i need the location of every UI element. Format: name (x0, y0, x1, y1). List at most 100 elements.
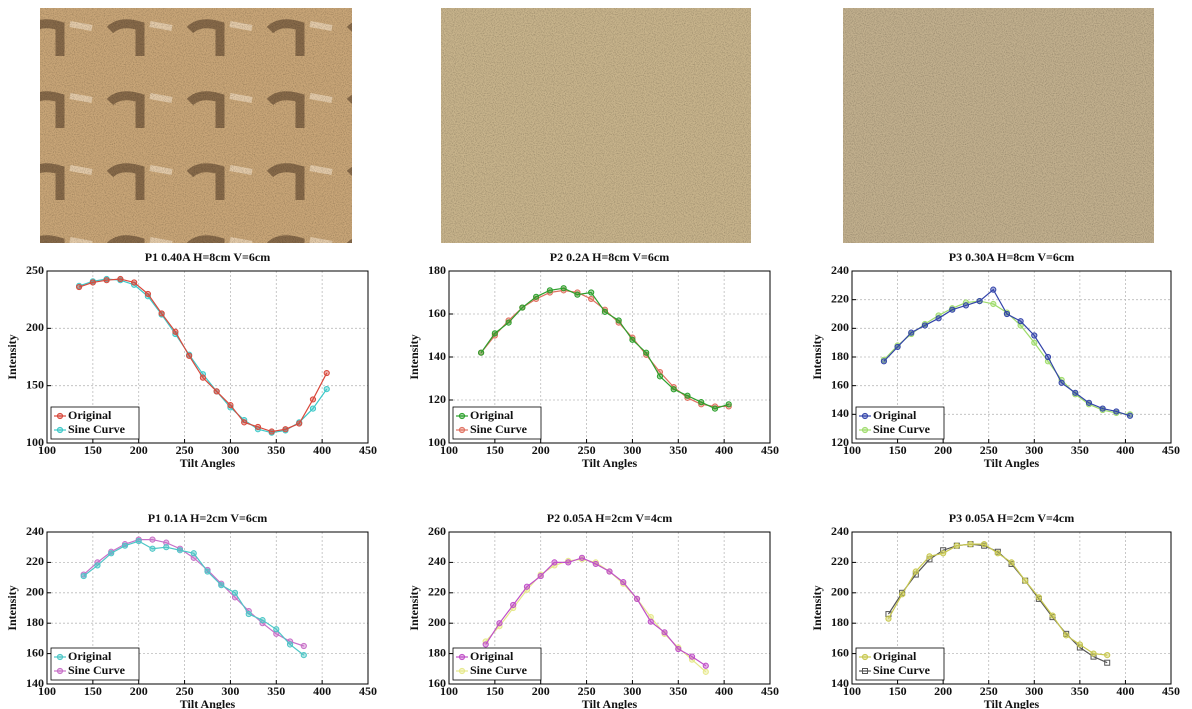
photo-p3 (843, 8, 1154, 243)
data-point (927, 554, 932, 559)
data-point (150, 546, 155, 551)
y-tick-label: 240 (26, 524, 44, 538)
y-tick-label: 100 (428, 435, 446, 449)
data-point (648, 619, 653, 624)
x-tick-label: 150 (889, 684, 907, 698)
data-point (232, 590, 237, 595)
data-point (699, 400, 704, 405)
data-point (1077, 642, 1082, 647)
data-point (676, 646, 681, 651)
x-tick-label: 150 (486, 684, 504, 698)
data-point (81, 573, 86, 578)
y-tick-label: 180 (428, 645, 446, 659)
y-axis-label: Intensity (5, 585, 19, 630)
x-tick-label: 200 (130, 443, 148, 457)
x-tick-label: 250 (176, 443, 194, 457)
data-point (150, 537, 155, 542)
data-point (963, 303, 968, 308)
chart: P2 0.05A H=2cm V=4cm10015020025030035040… (407, 511, 779, 709)
data-point (995, 551, 1000, 556)
legend-label: Original (470, 408, 514, 422)
data-point (1073, 390, 1078, 395)
data-point (283, 427, 288, 432)
data-point (886, 616, 891, 621)
y-tick-label: 260 (428, 524, 446, 538)
legend-label: Sine Curve (873, 422, 931, 436)
x-tick-label: 250 (980, 684, 998, 698)
y-tick-label: 200 (428, 615, 446, 629)
y-tick-label: 160 (831, 377, 849, 391)
legend-marker (862, 427, 867, 432)
chart-title: P3 0.30A H=8cm V=6cm (949, 250, 1074, 264)
photo-p1 (40, 8, 352, 243)
y-tick-label: 200 (831, 585, 849, 599)
data-point (671, 387, 676, 392)
x-tick-label: 450 (359, 443, 377, 457)
y-axis-label: Intensity (5, 334, 19, 379)
data-point (492, 331, 497, 336)
data-point (324, 387, 329, 392)
data-point (662, 630, 667, 635)
data-point (164, 545, 169, 550)
chart: P3 0.30A H=8cm V=6cm10015020025030035040… (810, 250, 1180, 470)
legend-marker (862, 413, 867, 418)
data-point (511, 602, 516, 607)
data-point (552, 560, 557, 565)
data-point (260, 618, 265, 623)
x-tick-label: 200 (130, 684, 148, 698)
chart: P3 0.05A H=2cm V=4cm10015020025030035040… (810, 511, 1180, 709)
data-point (1018, 319, 1023, 324)
data-point (483, 642, 488, 647)
data-point (922, 323, 927, 328)
y-axis-label: Intensity (810, 334, 824, 379)
x-tick-label: 400 (715, 684, 733, 698)
data-point (109, 551, 114, 556)
x-tick-label: 450 (359, 684, 377, 698)
x-tick-label: 350 (267, 684, 285, 698)
x-axis-label: Tilt Angles (180, 456, 236, 470)
data-point (118, 276, 123, 281)
x-tick-label: 400 (715, 443, 733, 457)
x-tick-label: 250 (578, 684, 596, 698)
data-point (1032, 340, 1037, 345)
photo-p2 (441, 8, 751, 243)
x-tick-label: 300 (221, 684, 239, 698)
y-tick-label: 160 (26, 645, 44, 659)
y-tick-label: 100 (26, 435, 44, 449)
legend-label: Sine Curve (470, 663, 528, 677)
y-tick-label: 240 (831, 524, 849, 538)
data-point (1086, 400, 1091, 405)
page: P1 0.40A H=8cm V=6cm10015020025030035040… (0, 0, 1192, 709)
x-axis-label: Tilt Angles (984, 697, 1040, 709)
y-tick-label: 160 (428, 306, 446, 320)
y-tick-label: 220 (831, 291, 849, 305)
x-tick-label: 450 (761, 443, 779, 457)
data-point (566, 560, 571, 565)
data-point (255, 424, 260, 429)
data-point (593, 561, 598, 566)
legend-marker (57, 654, 62, 659)
data-point (301, 653, 306, 658)
data-point (479, 350, 484, 355)
y-tick-label: 200 (831, 320, 849, 334)
y-tick-label: 220 (831, 554, 849, 568)
y-tick-label: 180 (26, 615, 44, 629)
x-axis-label: Tilt Angles (984, 456, 1040, 470)
y-tick-label: 160 (831, 645, 849, 659)
x-tick-label: 250 (578, 443, 596, 457)
data-point (977, 299, 982, 304)
legend-marker (459, 654, 464, 659)
y-tick-label: 160 (428, 676, 446, 690)
data-point (1091, 651, 1096, 656)
data-point (703, 669, 708, 674)
data-point (547, 288, 552, 293)
data-point (219, 583, 224, 588)
x-tick-label: 300 (221, 443, 239, 457)
data-point (520, 305, 525, 310)
y-tick-label: 140 (831, 406, 849, 420)
data-point (621, 580, 626, 585)
y-tick-label: 140 (428, 349, 446, 363)
data-point (644, 350, 649, 355)
data-point (310, 397, 315, 402)
